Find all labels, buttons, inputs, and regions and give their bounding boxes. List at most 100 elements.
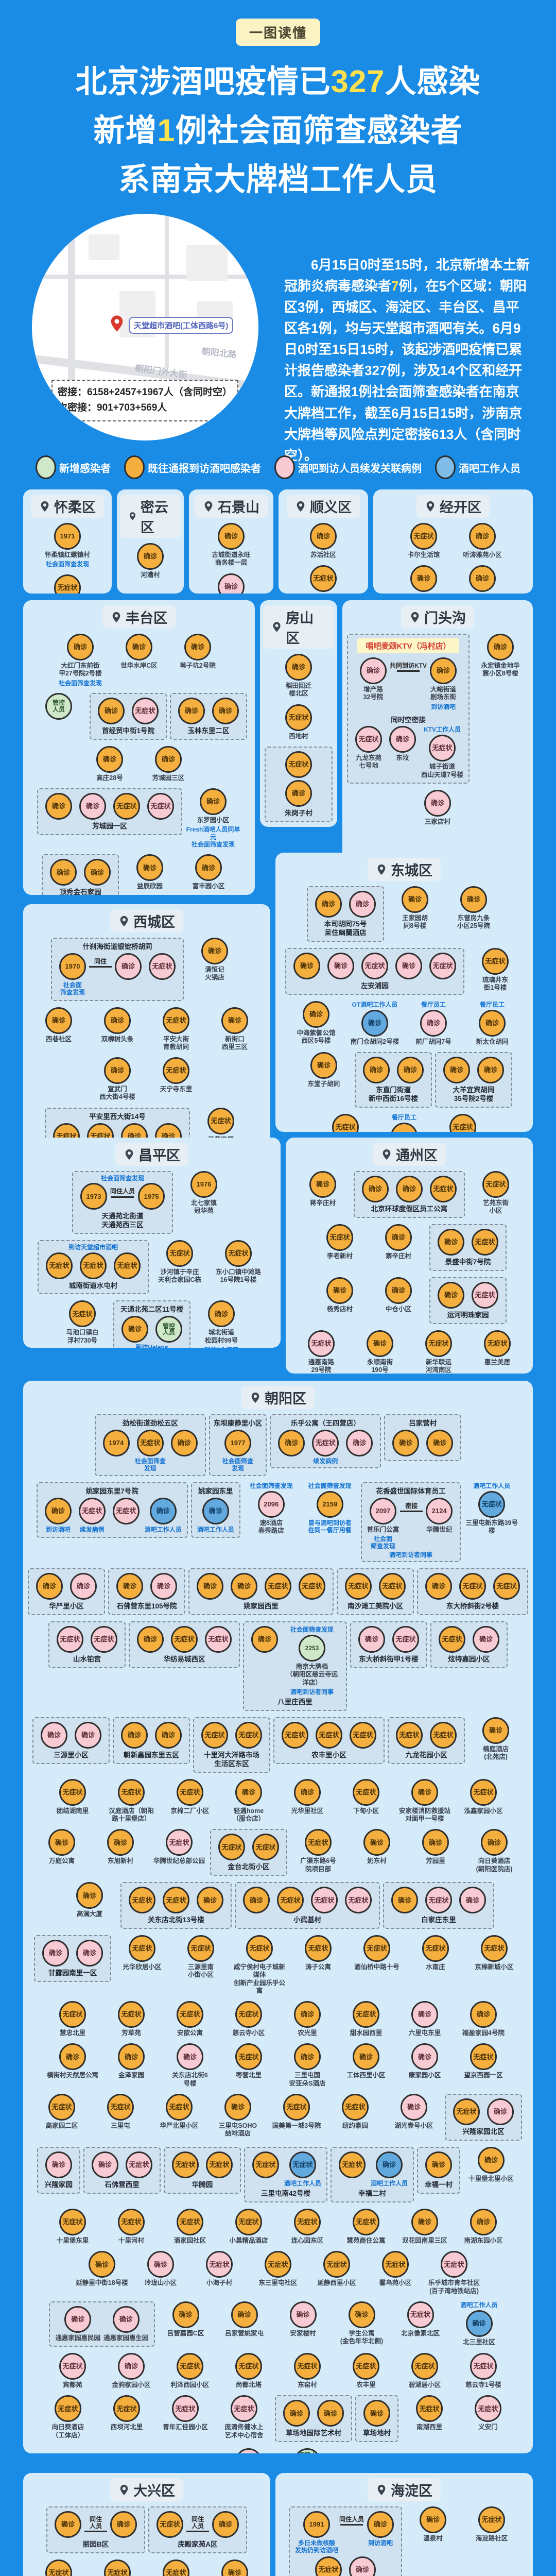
title-line-1: 北京涉酒吧疫情已327人感染 [75,64,481,99]
group-title: 景盛中街7号院 [445,1258,491,1266]
case-node: 无症状 光华欣居小区 [113,1935,171,1971]
case-location-label: 平安大街 育教胡同 [163,1035,189,1050]
case-node: 无症状 [314,1722,344,1749]
case-status-circle: 无症状 [411,2353,438,2380]
case-group: 确诊 无症状 确诊 白家庄东里 [383,1882,494,1929]
case-node: 无症状 广渠东路6号 院项目部 [289,1829,347,1873]
case-status-circle: 2159 [316,1491,343,1518]
district-name-text: 西城区 [133,914,175,930]
case-node: 无症状 宾都苑 [44,2353,101,2389]
case-status-circle: 确诊 [362,1176,389,1202]
district-header: 大兴区 [26,2478,267,2501]
pin-icon [377,2484,386,2495]
case-status-circle: 无症状 [207,1107,234,1134]
case-status-circle: 确诊 [243,1887,270,1914]
case-node-row: 无症状 无症状 [215,1833,283,1861]
case-note: 社会面筛查发现 [290,1625,334,1633]
case-status-circle: 无症状 [493,1572,520,1600]
case-group: 无症状 无症状 无症状 农丰里小区 [273,1717,385,1765]
case-status-circle: 无症状 [472,1228,498,1256]
case-node: 无症状 续发病例 [77,1497,108,1533]
case-status-circle: 无症状 [429,952,456,979]
case-status-circle: 无症状 [478,1491,506,1518]
case-node-row: 确诊 [42,2150,76,2179]
case-node: 确诊 [281,2400,312,2427]
group-title: 平安里西大街14号 [89,1112,146,1121]
group-title: 左安浦园 [361,981,389,990]
case-group: 确诊 同住 人员 确诊 丽园B区 [46,2506,145,2553]
case-location-label: 苇子坑2号院 [180,662,216,669]
case-status-circle: 无症状 [235,1722,262,1749]
case-status-circle: 确诊 [348,2301,375,2328]
case-note: 酒吧工作人员 [197,1526,234,1533]
case-node: 无症状 十里堡东里 [44,2209,101,2245]
case-location-label: 北七家镇 冠华苑 [190,1199,217,1215]
case-node: 确诊 学生公寓 (金色年华北侧) [333,2301,391,2346]
case-location-label: 艺苑东街 小区 [482,1199,509,1215]
case-status-circle: 确诊 [363,1829,390,1856]
case-status-circle: 无症状 [118,2209,145,2236]
case-group: 确诊 无症状 石佛营西里 [83,2146,161,2194]
case-node: 无症状 [55,1625,85,1653]
case-node-row: 确诊 确诊 无症状 确诊 无症状 [290,952,460,980]
case-status-circle: 无症状 [484,1330,511,1357]
case-node: 无症状 马池口镇白 浮村730号 [54,1300,111,1345]
case-status-circle: 确诊 [235,1778,262,1806]
case-location-label: 城子街道 西山天璟7号楼 [421,763,463,778]
case-node-row: 确诊 确诊 [359,1056,427,1084]
case-group: 确诊 确诊 东直门街道 新中西街16号楼 [355,1052,432,1108]
group-title: 本司胡同75号 呆住幽蘭酒店 [324,920,367,937]
case-node-row: 1977 [221,1429,255,1458]
group-title: 华纺易城西区 [163,1655,205,1663]
case-location-label: 世华水岸C区 [120,662,158,669]
case-location-label: 北三里社区 [463,2338,495,2346]
case-node: 无症状 [250,1834,281,1861]
case-group: 无症状 无症状 十里河大洋路市场 生活区东区 [193,1717,270,1773]
case-status-circle: 确诊 [349,2556,376,2576]
case-node: 确诊 [291,952,322,979]
district-header: 丰台区 [26,605,252,629]
case-node: 确诊 [344,1429,375,1456]
case-status-circle: 无症状 [201,1722,228,1749]
case-node: 确诊 十里堡北里小区 [462,2146,520,2183]
case-note: 酒吧工作人员 [371,2179,408,2187]
link-line [340,2524,363,2526]
case-status-circle: 无症状 [407,2301,434,2328]
case-status-circle: 无症状 [172,2395,199,2422]
map-road [165,214,169,368]
case-status-circle: 确诊 [251,1625,278,1653]
case-location-label: 涛子公寓 [305,1963,331,1971]
case-node: 无症状 涛子公寓 [289,1935,347,1971]
case-node: 无症状 京棉二厂小区 [161,1778,219,1815]
group-title: 华腾园 [192,2180,213,2189]
case-status-circle: 无症状 [355,725,383,753]
case-group: 确诊 无症状 无症状 东大桥斜街2号楼 [417,1568,528,1615]
case-node: 确诊 酒吧工作人员 [145,1497,182,1533]
case-node: 餐厅员工无症状和平里九区 1号院 [375,1114,433,1132]
case-status-circle: 确诊 [41,1722,67,1749]
case-status-circle: 确诊 [481,1829,508,1856]
case-status-circle: 确诊 [147,2251,174,2278]
district-header: 密云区 [120,495,181,538]
group-title: 天通北苑二区11号楼 [120,1306,184,1314]
case-node: 确诊 安家楼村 [274,2301,332,2337]
case-location-label: 金泽家园 [118,2072,144,2079]
case-node: 无症状 [111,1497,142,1524]
case-status-circle: 确诊 [392,1429,420,1456]
case-node: 确诊 [360,1176,391,1202]
case-node: 无症状 [491,1572,522,1600]
district-card-miyun: 密云区 确诊 河漕村 [117,489,184,594]
case-node-row: 确诊 确诊 无症状 [358,1175,460,1204]
case-location-label: 小海子村 [206,2279,232,2287]
case-node: 1976 北七家镇 冠华苑 [175,1171,233,1215]
case-node: 确诊 东营房九条 小区25号院 [445,886,502,930]
case-location-label: 九龙东苑 七号地 [356,754,382,770]
case-status-circle: 无症状 [439,1625,465,1653]
district-header: 昌平区 [26,1143,277,1166]
case-status-circle: 确诊 [486,634,514,660]
link-line [84,2531,107,2533]
case-note: 社会面筛查发现 [308,1482,352,1489]
case-node: 确诊 东罗园小区 Fresh酒吧人员同单元 社会面筛查发现 [184,788,242,848]
case-status-circle: 无症状 [69,1300,96,1328]
case-node: 确诊 大峪街道 剧场东街 到访酒吧 [428,657,459,710]
